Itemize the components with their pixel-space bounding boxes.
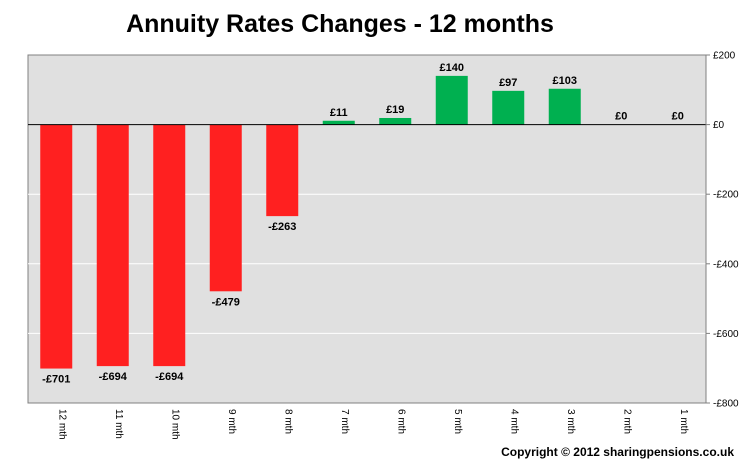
bar-6-mth <box>379 117 412 125</box>
bar-4-mth <box>492 90 525 125</box>
x-tick-label: 5 mth <box>452 409 463 434</box>
data-label: -£694 <box>99 371 128 383</box>
data-label: £19 <box>386 104 404 116</box>
y-tick-label: £0 <box>713 120 725 131</box>
y-tick-label: -£600 <box>713 329 739 340</box>
copyright-text: Copyright © 2012 sharingpensions.co.uk <box>501 445 734 459</box>
data-labels: -£701 -£694 -£694 -£479 -£263 £11 £19 £140 £97 £1… <box>42 62 684 386</box>
bar-8-mth <box>266 124 299 217</box>
x-tick-label: 6 mth <box>395 409 406 434</box>
x-tick-label: 1 mth <box>678 409 689 434</box>
gridlines <box>28 193 706 334</box>
x-axis-ticks: 12 mth 11 mth 10 mth 9 mth 8 mth 7 mth 6 mth 5 … <box>56 409 689 440</box>
bar-5-mth <box>435 75 468 125</box>
bar-11-mth <box>96 124 129 367</box>
x-tick-label: 11 mth <box>113 409 124 439</box>
x-tick-label: 10 mth <box>169 409 180 440</box>
x-tick-label: 9 mth <box>226 409 237 434</box>
data-label: -£479 <box>212 296 240 308</box>
bar-7-mth <box>322 120 355 125</box>
y-tick-label: -£400 <box>713 259 739 270</box>
x-tick-label: 12 mth <box>56 409 67 440</box>
plot-area <box>27 54 707 404</box>
x-tick-label: 2 mth <box>621 409 632 434</box>
y-tick-label: -£800 <box>713 399 739 410</box>
data-label: -£694 <box>155 371 184 383</box>
data-label: £103 <box>553 75 577 87</box>
chart-title: Annuity Rates Changes - 12 months <box>126 10 554 38</box>
x-tick-label: 8 mth <box>282 409 293 434</box>
data-label: £11 <box>330 107 348 119</box>
bar-9-mth <box>209 124 242 292</box>
bar-12-mth <box>40 124 73 369</box>
y-axis-ticks: £200 £0 -£200 -£400 -£600 -£800 <box>706 51 739 410</box>
y-tick-label: -£200 <box>713 190 739 201</box>
x-tick-label: 7 mth <box>339 409 350 434</box>
bar-10-mth <box>153 124 186 367</box>
data-label: -£701 <box>42 374 70 386</box>
x-tick-label: 3 mth <box>565 409 576 434</box>
y-tick-label: £200 <box>713 51 736 62</box>
data-label: £97 <box>499 77 517 89</box>
data-label: -£263 <box>268 221 296 233</box>
data-label: £140 <box>440 62 464 74</box>
x-tick-label: 4 mth <box>508 409 519 434</box>
data-label: £0 <box>615 111 627 123</box>
bar-3-mth <box>548 88 581 125</box>
data-label: £0 <box>672 111 684 123</box>
bars <box>40 75 581 369</box>
